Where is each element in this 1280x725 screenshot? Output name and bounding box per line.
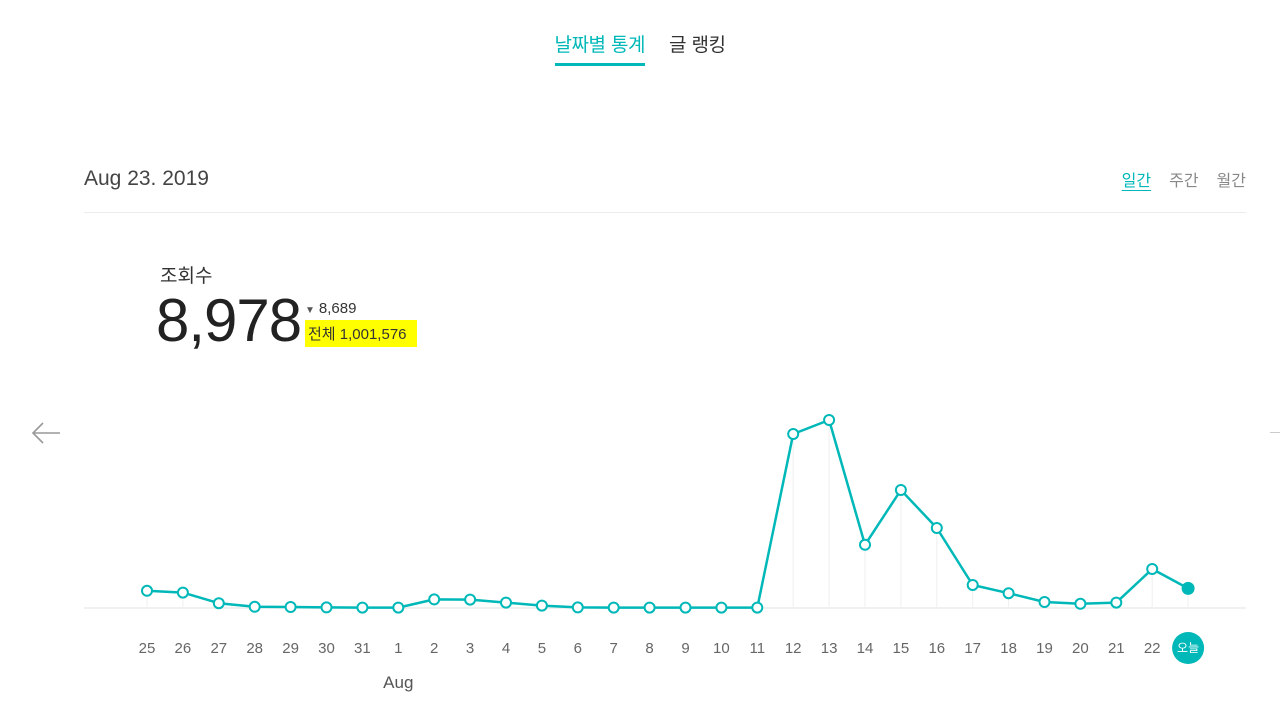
x-month-label: Aug: [383, 673, 413, 692]
data-point: [859, 538, 871, 551]
data-point: [1038, 596, 1051, 608]
tab-monthly[interactable]: 월간: [1216, 171, 1246, 190]
x-tick-label-today: 오늘: [1177, 641, 1199, 655]
tab-daily[interactable]: 일간: [1121, 171, 1152, 190]
data-point: [1074, 597, 1087, 610]
data-point: [428, 593, 441, 606]
data-point: [320, 601, 333, 614]
data-point: [1002, 587, 1015, 600]
metric-value: 8,978: [156, 287, 302, 354]
data-point-today: [1181, 581, 1195, 595]
x-tick-label: 19: [1036, 640, 1053, 657]
x-tick-label: 20: [1072, 640, 1089, 657]
triangle-down-icon: ▼: [305, 305, 315, 316]
x-tick-label: 28: [246, 640, 263, 657]
tab-daily-stats[interactable]: 날짜별 통계: [554, 30, 645, 66]
x-tick-label: 12: [785, 640, 802, 657]
x-tick-label: 3: [466, 640, 474, 657]
data-point: [212, 597, 225, 610]
metric-diff-value: 8,689: [318, 300, 357, 317]
data-point: [141, 584, 153, 597]
data-point: [930, 522, 943, 534]
x-tick-label: 25: [139, 640, 156, 657]
x-tick-label: 8: [645, 640, 653, 657]
data-point: [500, 596, 512, 609]
data-point: [356, 601, 369, 614]
x-tick-label: 18: [1000, 640, 1017, 657]
x-tick-label: 10: [713, 640, 730, 657]
x-tick-label: 21: [1108, 640, 1125, 657]
series-line: [146, 418, 1189, 609]
metric-title: 조회수: [160, 265, 213, 287]
header-divider: [84, 212, 1246, 213]
metric-total: 전체 1,001,576: [305, 320, 417, 347]
current-date: Aug 23. 2019: [84, 167, 209, 190]
x-tick-label: 13: [821, 640, 838, 657]
x-tick-label: 1: [394, 640, 402, 657]
tab-post-ranking[interactable]: 글 랭킹: [668, 34, 726, 56]
data-point: [1146, 563, 1159, 575]
x-tick-label: 31: [354, 640, 371, 657]
data-point: [284, 601, 297, 613]
data-point: [248, 600, 261, 613]
main-tabs: 날짜별 통계 글 랭킹: [0, 30, 1280, 66]
today-badge: [1172, 632, 1205, 664]
data-point: [787, 428, 800, 440]
x-tick-label: 17: [964, 640, 981, 657]
metric-diff: ▼ 8,689: [305, 300, 356, 317]
x-tick-label: 11: [750, 640, 766, 657]
x-tick-label: 27: [210, 640, 227, 657]
data-point: [966, 579, 979, 591]
x-tick-label: 26: [175, 640, 192, 657]
data-point: [535, 599, 548, 612]
views-line-chart: 25 26 27 28 29 30 31 1 2 3 4 5 6 7 8 9 10 11 12 13 14 15 16 17 1…: [84, 414, 1246, 692]
x-tick-label: 15: [893, 640, 910, 657]
data-point: [1110, 596, 1123, 609]
data-point: [643, 601, 656, 614]
x-tick-label: 16: [928, 640, 945, 657]
data-point: [176, 586, 189, 599]
data-point: [751, 601, 764, 614]
data-point: [464, 593, 477, 606]
x-tick-label: 7: [610, 640, 618, 657]
x-tick-label: 30: [318, 640, 335, 657]
right-edge-mark: [1270, 432, 1280, 433]
tab-weekly[interactable]: 주간: [1169, 171, 1199, 190]
arrow-left-icon[interactable]: [30, 418, 62, 448]
data-point: [571, 601, 584, 614]
data-point: [894, 484, 907, 496]
x-tick-label: 2: [430, 640, 438, 657]
period-tabs: 일간 주간 월간: [1122, 167, 1246, 191]
x-tick-label: 6: [574, 640, 582, 657]
data-point: [607, 601, 620, 614]
data-point: [715, 601, 728, 614]
data-point: [823, 414, 836, 426]
data-point: [392, 601, 405, 614]
x-tick-label: 5: [538, 640, 546, 657]
x-tick-label: 9: [681, 640, 689, 657]
x-tick-label: 14: [857, 640, 874, 657]
data-point: [679, 601, 692, 614]
x-tick-label: 29: [282, 640, 299, 657]
x-tick-label: 4: [502, 640, 510, 657]
x-tick-label: 22: [1144, 640, 1161, 657]
